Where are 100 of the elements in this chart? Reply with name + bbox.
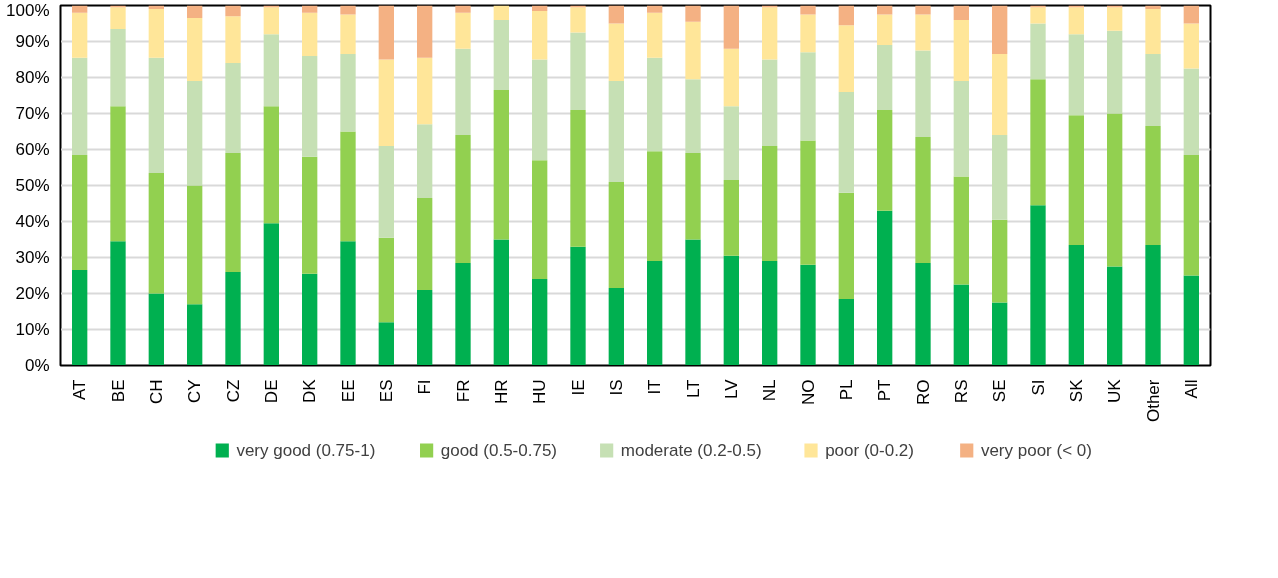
- bar: [1145, 54, 1161, 127]
- legend-label: very poor (< 0): [980, 441, 1092, 460]
- y-tick-label: 50%: [15, 176, 50, 195]
- x-tick-label: FI: [415, 379, 435, 395]
- bar: [378, 322, 394, 366]
- bar: [455, 48, 471, 136]
- bar: [800, 140, 816, 265]
- bar: [225, 63, 241, 154]
- bar: [417, 198, 433, 290]
- x-tick-label: SK: [1066, 378, 1086, 403]
- bar: [302, 273, 318, 366]
- bar: [455, 262, 471, 366]
- bar: [1107, 7, 1123, 31]
- legend-label: very good (0.75-1): [236, 441, 376, 460]
- bar: [1030, 23, 1046, 80]
- bar: [838, 25, 854, 92]
- bar: [953, 81, 969, 177]
- bar: [1107, 113, 1123, 267]
- bar: [72, 154, 88, 271]
- bar: [800, 264, 816, 366]
- bar: [72, 57, 88, 155]
- y-tick-label: 40%: [15, 212, 50, 231]
- bar: [493, 19, 509, 91]
- bar: [1068, 244, 1084, 366]
- y-tick-label: 60%: [15, 140, 50, 159]
- bar: [1107, 266, 1123, 366]
- bar: [800, 5, 816, 15]
- bar: [340, 54, 356, 132]
- bar: [1183, 5, 1199, 24]
- bar: [532, 279, 548, 366]
- bar: [685, 5, 701, 22]
- bar: [225, 16, 241, 64]
- x-tick-label: IT: [645, 379, 665, 395]
- bar: [1183, 68, 1199, 155]
- x-tick-label: LV: [721, 378, 741, 400]
- bar: [1145, 9, 1161, 55]
- bar: [187, 5, 203, 19]
- bar: [915, 50, 931, 137]
- x-tick-label: PT: [875, 379, 895, 402]
- bar: [72, 5, 88, 13]
- bar: [340, 241, 356, 366]
- bar: [187, 81, 203, 186]
- x-tick-label: ES: [376, 379, 396, 403]
- bar: [647, 151, 663, 262]
- bar: [838, 298, 854, 366]
- bar: [608, 5, 624, 24]
- bar: [378, 5, 394, 60]
- y-tick-label: 30%: [15, 248, 50, 267]
- bar: [340, 5, 356, 15]
- bar: [953, 19, 969, 82]
- y-tick-label: 70%: [15, 104, 50, 123]
- bar: [187, 18, 203, 82]
- x-tick-label: AT: [70, 379, 90, 400]
- x-tick-label: DE: [261, 379, 281, 404]
- bar: [992, 54, 1008, 136]
- bar: [1068, 7, 1084, 35]
- bar: [1145, 244, 1161, 366]
- x-tick-label: SI: [1028, 379, 1048, 396]
- bar: [225, 153, 241, 272]
- bar: [877, 5, 893, 15]
- bar: [570, 246, 586, 366]
- bar: [647, 5, 663, 13]
- bar: [915, 5, 931, 15]
- bar: [493, 90, 509, 240]
- legend-label: good (0.5-0.75): [440, 441, 557, 460]
- bar: [302, 12, 318, 56]
- bar: [455, 135, 471, 263]
- y-tick-label: 100%: [6, 0, 50, 20]
- bar: [110, 7, 126, 29]
- bar: [493, 5, 509, 20]
- bar: [992, 135, 1008, 220]
- bar: [953, 5, 969, 20]
- bar: [263, 34, 279, 107]
- bar: [532, 10, 548, 60]
- x-tick-label: CH: [146, 379, 166, 405]
- bar: [915, 136, 931, 263]
- bar: [992, 5, 1008, 55]
- bar: [455, 5, 471, 13]
- bar: [800, 52, 816, 141]
- bar: [608, 288, 624, 366]
- bar: [378, 237, 394, 323]
- bar: [417, 5, 433, 58]
- y-tick-label: 0%: [24, 356, 50, 375]
- bar: [800, 14, 816, 53]
- bar: [762, 145, 778, 262]
- x-tick-label: NO: [798, 379, 818, 405]
- bar: [378, 59, 394, 146]
- x-tick-label: HU: [530, 379, 550, 405]
- x-tick-label: IS: [606, 379, 626, 396]
- x-tick-label: FR: [453, 379, 473, 403]
- bar: [1030, 7, 1046, 24]
- bar: [455, 12, 471, 49]
- y-tick-label: 20%: [15, 284, 50, 303]
- bar: [762, 7, 778, 60]
- x-tick-label: UK: [1105, 378, 1125, 404]
- bar: [723, 180, 739, 256]
- bar: [992, 219, 1008, 303]
- bar: [532, 59, 548, 161]
- x-tick-label: PL: [836, 379, 856, 401]
- bar: [608, 81, 624, 182]
